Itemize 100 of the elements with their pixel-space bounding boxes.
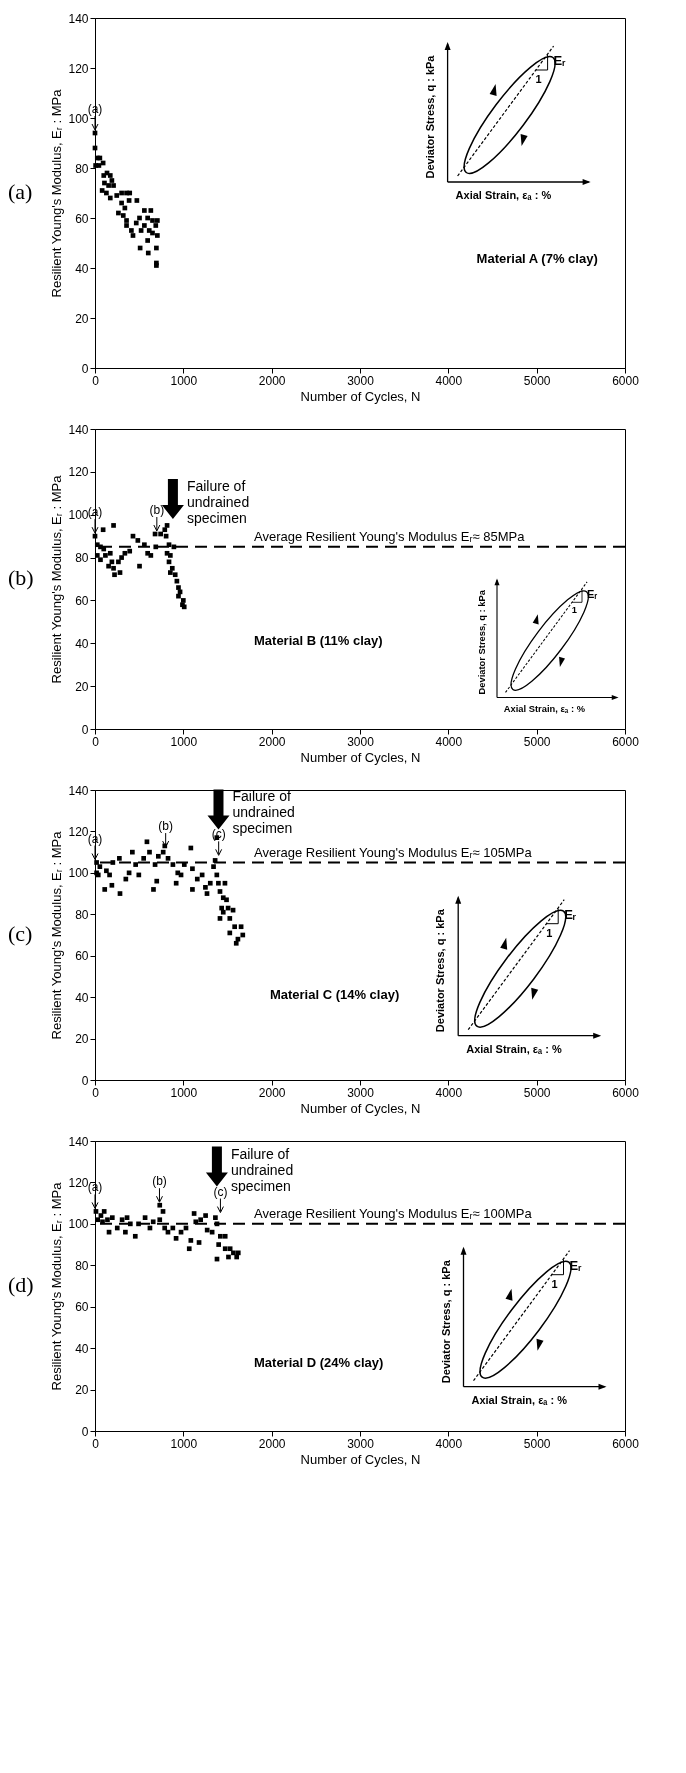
annotation: Material A (7% clay) [476, 251, 598, 266]
y-tick-label: 60 [75, 1300, 89, 1315]
y-tick-label: 120 [68, 824, 89, 839]
y-tick-label: 80 [75, 1258, 89, 1273]
annotation: (c) [213, 1184, 228, 1199]
y-axis-title: Resilient Young's Modulus, Eᵣ : MPa [49, 1181, 65, 1391]
annotation: Deviator Stress, q : kPa [439, 1259, 452, 1384]
annotation: Axial Strain, εₐ : % [471, 1393, 568, 1406]
annotation: Eᵣ [587, 588, 598, 601]
y-tick-label: 140 [68, 783, 89, 798]
x-tick-label: 4000 [435, 1085, 463, 1100]
annotation: Material D (24% clay) [254, 1355, 384, 1371]
y-tick-label: 0 [81, 1424, 89, 1439]
annotation: Deviator Stress, q : kPa [477, 589, 488, 695]
annotation: Failure of undrained specimen [232, 788, 295, 837]
x-tick-label: 6000 [612, 734, 640, 749]
y-tick-label: 80 [75, 551, 89, 566]
annotation: Material C (14% clay) [269, 986, 400, 1002]
x-tick-label: 2000 [258, 1436, 286, 1451]
x-tick-label: 0 [92, 1436, 100, 1451]
y-tick-label: 0 [81, 1073, 89, 1088]
x-tick-label: 6000 [612, 1085, 640, 1100]
y-tick-label: 100 [68, 508, 89, 523]
y-tick-label: 140 [68, 422, 89, 437]
annotation: Axial Strain, εₐ : % [466, 1042, 562, 1055]
annotation: Eᵣ [569, 1257, 583, 1273]
x-tick-label: 1000 [170, 1436, 198, 1451]
y-tick-label: 60 [75, 211, 89, 226]
x-tick-label: 1000 [170, 1085, 198, 1100]
x-tick-label: 2000 [258, 373, 286, 388]
x-axis-title: Number of Cycles, N [300, 1451, 421, 1467]
annotation: Material B (11% clay) [254, 633, 383, 648]
x-tick-label: 6000 [612, 373, 640, 388]
x-tick-label: 5000 [523, 1085, 551, 1100]
annotation: 1 [571, 605, 577, 616]
y-tick-label: 0 [81, 361, 89, 376]
x-tick-label: 5000 [523, 373, 551, 388]
annotation: (b) [149, 503, 165, 517]
annotation: 1 [546, 926, 553, 939]
annotation: Axial Strain, εₐ : % [503, 703, 586, 714]
y-tick-label: 0 [81, 722, 89, 737]
x-tick-label: 4000 [435, 734, 463, 749]
y-tick-label: 100 [68, 866, 89, 881]
x-axis-title: Number of Cycles, N [300, 1100, 421, 1116]
x-tick-label: 3000 [347, 1085, 375, 1100]
y-tick-label: 20 [75, 311, 89, 326]
x-tick-label: 4000 [435, 373, 463, 388]
annotation: Deviator Stress, q : kPa [434, 908, 447, 1033]
ref-line-label: Average Resilient Young's Modulus Eᵣ≈ 85MPa [254, 528, 526, 544]
x-tick-label: 3000 [347, 1436, 375, 1451]
annotation: Failure of undrained specimen [230, 1145, 294, 1194]
y-tick-label: 20 [75, 1383, 89, 1398]
y-tick-label: 140 [68, 1134, 89, 1149]
y-tick-label: 140 [68, 11, 89, 26]
x-tick-label: 3000 [347, 734, 375, 749]
annotation: (b) [158, 819, 173, 834]
x-tick-label: 4000 [435, 1436, 463, 1451]
x-tick-label: 5000 [523, 1436, 551, 1451]
annotation: Axial Strain, εₐ : % [455, 189, 552, 201]
y-tick-label: 80 [75, 907, 89, 922]
annotation: (b) [152, 1174, 167, 1189]
y-tick-label: 60 [75, 949, 89, 964]
annotation: Deviator Stress, q : kPa [423, 54, 436, 179]
y-axis-title: Resilient Young's Modulus, Eᵣ : MPa [49, 830, 65, 1040]
x-tick-label: 2000 [258, 1085, 286, 1100]
x-axis-title: Number of Cycles, N [300, 388, 421, 404]
y-tick-label: 20 [75, 1032, 89, 1047]
x-tick-label: 6000 [612, 1436, 640, 1451]
y-tick-label: 20 [75, 679, 89, 694]
x-tick-label: 0 [92, 373, 100, 388]
y-tick-label: 100 [68, 1217, 89, 1232]
annotation: Failure of undrained specimen [186, 478, 250, 527]
y-tick-label: 120 [68, 1175, 89, 1190]
y-tick-label: 40 [75, 990, 89, 1005]
annotation: 1 [535, 73, 542, 85]
ref-line-label: Average Resilient Young's Modulus Eᵣ≈ 100MPa [254, 1205, 533, 1221]
x-axis-title: Number of Cycles, N [300, 749, 421, 765]
annotation: 1 [551, 1277, 558, 1290]
annotation: Eᵣ [553, 53, 567, 68]
y-tick-label: 80 [75, 161, 89, 176]
y-axis-title: Resilient Young's Modulus, Eᵣ : MPa [49, 88, 65, 298]
text: (a) [8, 179, 33, 204]
y-axis-title: Resilient Young's Modulus, Eᵣ : MPa [49, 474, 65, 684]
y-tick-label: 60 [75, 593, 89, 608]
y-tick-label: 120 [68, 465, 89, 480]
y-tick-label: 120 [68, 61, 89, 76]
text: (c) [8, 921, 33, 946]
x-tick-label: 5000 [523, 734, 551, 749]
y-tick-label: 40 [75, 1341, 89, 1356]
x-tick-label: 1000 [170, 734, 198, 749]
y-tick-label: 100 [68, 111, 89, 126]
x-tick-label: 3000 [347, 373, 375, 388]
y-tick-label: 40 [75, 261, 89, 276]
ref-line-label: Average Resilient Young's Modulus Eᵣ≈ 105MPa [254, 844, 533, 860]
x-tick-label: 2000 [258, 734, 286, 749]
x-tick-label: 1000 [170, 373, 198, 388]
text: (b) [8, 565, 34, 590]
x-tick-label: 0 [92, 734, 100, 749]
x-tick-label: 0 [92, 1085, 100, 1100]
text: (d) [8, 1272, 34, 1297]
